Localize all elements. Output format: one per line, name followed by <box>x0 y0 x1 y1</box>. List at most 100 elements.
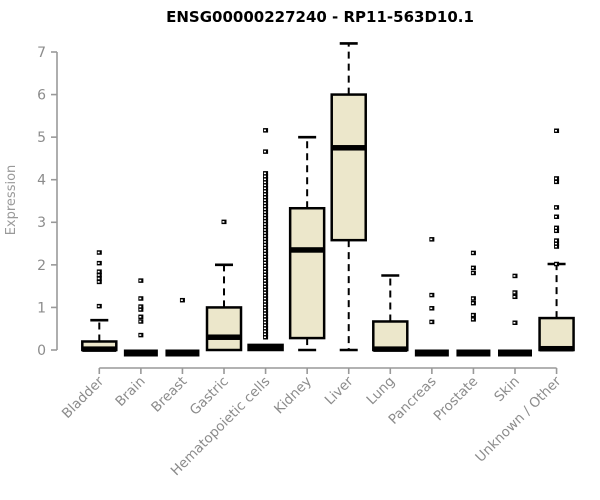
x-tick-label: Skin <box>491 374 523 406</box>
outlier-point-notch <box>263 252 266 255</box>
outlier-point-notch <box>471 318 474 321</box>
outlier-point-notch <box>471 272 474 274</box>
outlier-point-notch <box>430 294 433 296</box>
outlier-point-notch <box>263 187 266 190</box>
y-tick-label: 7 <box>37 45 46 61</box>
outlier-point-notch <box>263 300 266 303</box>
outlier-point-notch <box>263 238 266 240</box>
flat-box <box>123 349 158 357</box>
outlier-point-notch <box>263 220 266 222</box>
outlier-point-notch <box>263 333 266 336</box>
outlier-point-notch <box>263 175 266 178</box>
flat-box <box>414 349 449 357</box>
outlier-point-notch <box>263 270 266 273</box>
outlier-point-notch <box>430 238 433 241</box>
x-tick-label: Prostate <box>431 374 482 425</box>
box-hematopoietic-cells <box>247 128 284 352</box>
outlier-point-notch <box>263 202 266 204</box>
outlier-point-notch <box>554 263 557 265</box>
box-brain <box>123 278 158 357</box>
median-line <box>290 247 325 253</box>
box-rect <box>330 93 367 242</box>
outlier-point-notch <box>554 177 557 180</box>
outlier-point-notch <box>263 282 266 285</box>
outlier-point-notch <box>513 295 516 298</box>
y-tick-label: 1 <box>37 300 46 316</box>
outlier-point-notch <box>263 318 266 321</box>
outlier-point-notch <box>263 321 266 324</box>
outlier-point-notch <box>263 285 266 288</box>
outlier-point-notch <box>139 320 142 323</box>
outlier-point-notch <box>97 251 100 254</box>
outlier-point-notch <box>263 264 266 267</box>
outlier-point-notch <box>263 327 266 330</box>
median-line <box>373 346 408 352</box>
outlier-point-notch <box>430 307 433 310</box>
outlier-point-notch <box>554 215 557 218</box>
outlier-point-notch <box>263 309 266 312</box>
outlier-point-notch <box>263 150 266 153</box>
box-lung <box>372 274 409 352</box>
outlier-point-notch <box>263 178 266 181</box>
outlier-point-notch <box>263 312 266 315</box>
outlier-point-notch <box>139 305 142 308</box>
box-breast <box>165 297 200 357</box>
outlier-point-notch <box>263 261 266 264</box>
box-rect <box>538 316 575 352</box>
outlier-point-notch <box>263 208 266 210</box>
outlier-point-notch <box>263 267 266 270</box>
outlier-point-notch <box>263 276 266 279</box>
outlier-point-notch <box>263 258 266 261</box>
box-gastric <box>205 219 243 352</box>
box-liver <box>330 42 367 352</box>
median-line <box>539 345 574 352</box>
outlier-point-notch <box>263 297 266 300</box>
y-tick-label: 3 <box>37 215 46 231</box>
flat-box <box>165 349 200 357</box>
outlier-point-notch <box>263 336 266 339</box>
outlier-point-notch <box>263 223 266 225</box>
outlier-point-notch <box>471 297 474 300</box>
outlier-point-notch <box>554 239 557 242</box>
outlier-point-notch <box>513 321 516 324</box>
x-tick-label: Brain <box>112 374 148 410</box>
outlier-point-notch <box>263 229 266 231</box>
outlier-point-notch <box>263 217 266 219</box>
box-bladder <box>81 250 118 352</box>
outlier-point-notch <box>263 190 266 193</box>
outlier-point-notch <box>263 288 266 291</box>
y-tick-label: 5 <box>37 130 46 146</box>
box-skin <box>498 273 532 357</box>
y-tick-label: 0 <box>37 343 46 359</box>
outlier-point-notch <box>97 274 100 276</box>
chart-title: ENSG00000227240 - RP11-563D10.1 <box>166 8 474 26</box>
outlier-point-notch <box>263 226 266 228</box>
box-kidney <box>288 135 326 352</box>
x-tick-label: Lung <box>363 374 398 409</box>
x-tick-label: Bladder <box>59 373 108 422</box>
outlier-point-notch <box>430 321 433 323</box>
box-unknown-other <box>538 128 575 352</box>
outlier-point-notch <box>263 181 266 184</box>
outlier-point-notch <box>97 262 100 264</box>
outlier-point-notch <box>139 297 142 300</box>
outlier-point-notch <box>471 267 474 269</box>
y-tick-label: 4 <box>37 173 46 189</box>
box-prostate <box>456 250 491 357</box>
median-line <box>248 345 283 351</box>
outlier-point-notch <box>263 214 266 216</box>
flat-box <box>498 349 532 357</box>
outlier-point-notch <box>222 221 225 223</box>
outlier-point-notch <box>263 294 266 297</box>
y-tick-label: 2 <box>37 258 46 274</box>
outlier-point-notch <box>180 299 183 301</box>
outlier-point-notch <box>554 206 557 209</box>
outlier-point-notch <box>263 247 266 249</box>
flat-box <box>456 349 491 357</box>
outlier-point-notch <box>471 314 474 316</box>
outlier-point-notch <box>263 211 266 213</box>
outlier-point-notch <box>263 244 266 246</box>
outlier-point-notch <box>263 205 266 207</box>
